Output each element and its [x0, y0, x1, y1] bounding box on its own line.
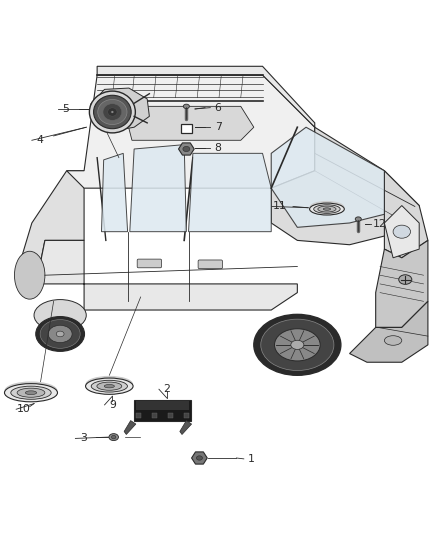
Text: 5: 5 [62, 104, 69, 114]
Ellipse shape [399, 275, 412, 284]
Ellipse shape [89, 91, 135, 133]
Ellipse shape [291, 340, 304, 350]
Text: 9: 9 [109, 400, 116, 410]
Ellipse shape [254, 314, 341, 375]
Ellipse shape [318, 206, 336, 212]
Polygon shape [97, 66, 315, 127]
Polygon shape [179, 143, 194, 155]
Polygon shape [124, 421, 136, 434]
FancyBboxPatch shape [134, 400, 191, 421]
Ellipse shape [275, 329, 320, 361]
Ellipse shape [385, 336, 402, 345]
Ellipse shape [94, 95, 131, 128]
FancyBboxPatch shape [198, 260, 223, 269]
Text: 4: 4 [36, 135, 43, 146]
Ellipse shape [98, 100, 127, 125]
FancyBboxPatch shape [152, 413, 157, 418]
Text: 6: 6 [215, 103, 222, 112]
Polygon shape [19, 171, 84, 284]
Ellipse shape [310, 201, 344, 213]
FancyBboxPatch shape [181, 124, 191, 133]
Ellipse shape [310, 203, 344, 215]
Ellipse shape [40, 320, 80, 349]
Ellipse shape [261, 319, 334, 370]
Ellipse shape [25, 391, 37, 394]
Polygon shape [123, 107, 254, 140]
Ellipse shape [14, 251, 45, 299]
Ellipse shape [393, 225, 410, 238]
Text: 1: 1 [248, 454, 255, 464]
Ellipse shape [11, 386, 51, 399]
Ellipse shape [4, 384, 57, 402]
Ellipse shape [184, 104, 189, 109]
Text: 2: 2 [163, 384, 170, 394]
Ellipse shape [91, 381, 127, 392]
Polygon shape [67, 75, 315, 188]
Ellipse shape [85, 376, 133, 392]
Ellipse shape [112, 435, 116, 439]
Ellipse shape [104, 384, 114, 388]
Polygon shape [188, 154, 271, 232]
Text: 7: 7 [215, 122, 222, 132]
Ellipse shape [183, 147, 190, 151]
Text: 3: 3 [80, 433, 87, 443]
Ellipse shape [108, 108, 117, 116]
Text: 12: 12 [372, 219, 386, 229]
FancyBboxPatch shape [184, 413, 189, 418]
Ellipse shape [36, 317, 85, 351]
Text: 10: 10 [17, 404, 31, 414]
Ellipse shape [4, 382, 57, 400]
Ellipse shape [323, 208, 331, 211]
Ellipse shape [355, 217, 361, 221]
Polygon shape [36, 240, 297, 310]
Ellipse shape [196, 456, 202, 460]
FancyBboxPatch shape [137, 259, 162, 268]
Polygon shape [102, 154, 127, 232]
Ellipse shape [34, 300, 86, 331]
Polygon shape [376, 240, 428, 327]
Text: 11: 11 [273, 201, 287, 212]
Ellipse shape [111, 111, 114, 113]
Ellipse shape [103, 103, 122, 120]
Ellipse shape [314, 205, 340, 213]
Text: 8: 8 [215, 143, 222, 153]
Polygon shape [90, 88, 149, 130]
Polygon shape [385, 171, 428, 258]
Polygon shape [191, 452, 207, 464]
FancyBboxPatch shape [168, 413, 173, 418]
Ellipse shape [48, 325, 72, 343]
FancyBboxPatch shape [136, 401, 189, 410]
FancyBboxPatch shape [136, 413, 141, 418]
Ellipse shape [109, 434, 118, 441]
Polygon shape [271, 127, 419, 245]
Ellipse shape [97, 382, 122, 390]
Ellipse shape [56, 331, 64, 337]
Polygon shape [385, 206, 419, 258]
Ellipse shape [17, 388, 45, 397]
Ellipse shape [85, 378, 133, 394]
Polygon shape [130, 144, 186, 232]
Polygon shape [271, 127, 385, 228]
Polygon shape [350, 301, 428, 362]
Polygon shape [180, 421, 191, 434]
